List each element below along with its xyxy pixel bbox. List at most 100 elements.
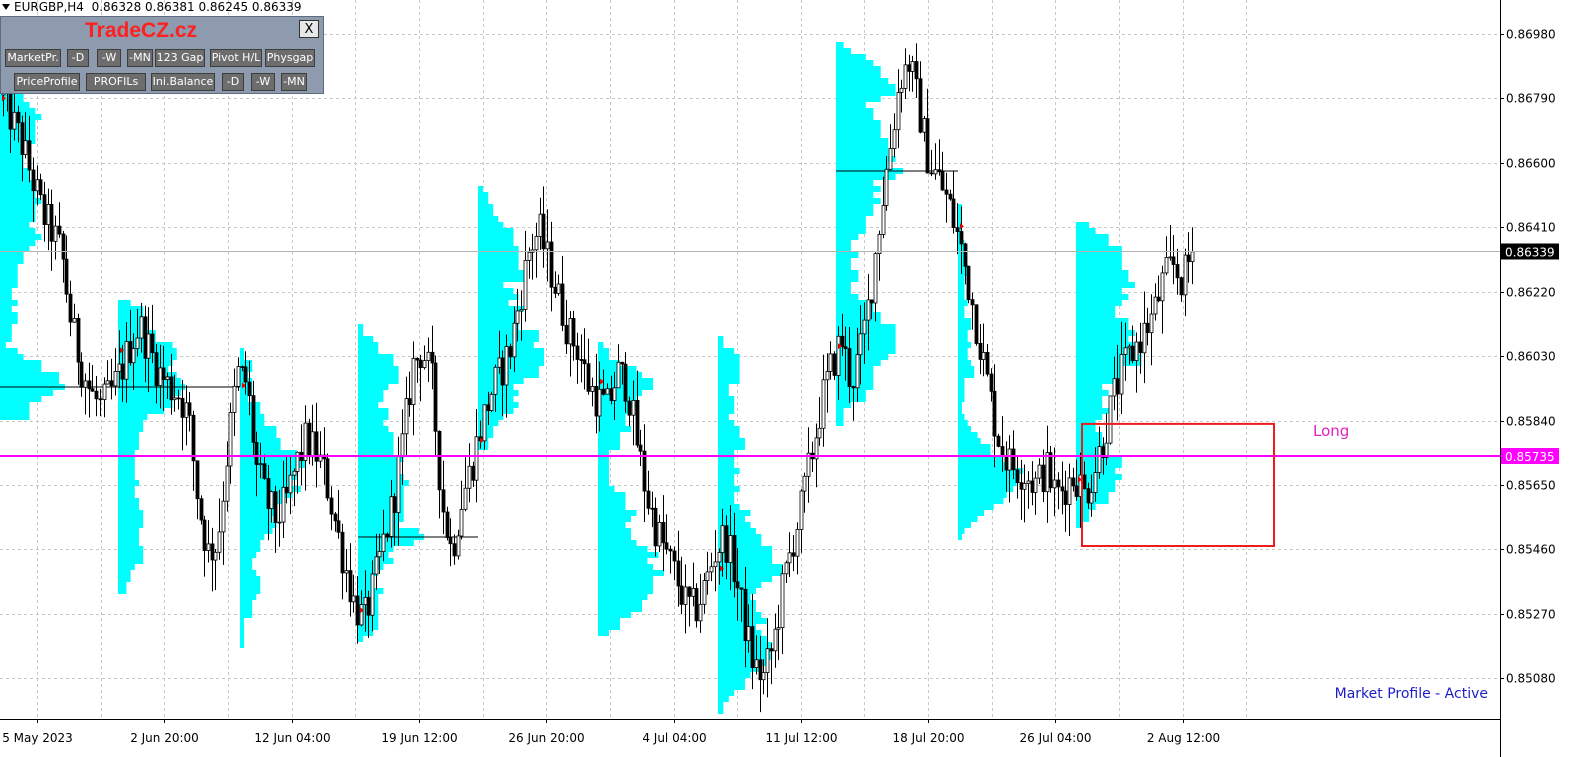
- profile-bar: [598, 564, 653, 570]
- candle-body: [761, 672, 766, 681]
- candle-body: [38, 179, 43, 196]
- candle-body: [295, 451, 300, 472]
- candle-body: [560, 283, 565, 326]
- profile-bar: [718, 438, 745, 444]
- ib-daily-button[interactable]: -D: [222, 73, 244, 91]
- profile-bar: [836, 126, 881, 132]
- physgap-button[interactable]: Physgap: [265, 49, 315, 67]
- profile-bar: [118, 396, 173, 402]
- candle-body: [172, 397, 177, 401]
- candle-body: [307, 422, 312, 458]
- profile-bar: [0, 366, 42, 372]
- profile-bar: [1076, 330, 1135, 336]
- candle-body: [102, 383, 107, 401]
- candle-body: [415, 357, 420, 361]
- profile-bar: [240, 528, 273, 534]
- profile-bar: [1076, 324, 1129, 330]
- profile-bar: [118, 522, 144, 528]
- profile-bar: [718, 342, 724, 348]
- profile-bar: [836, 264, 851, 270]
- daily-button[interactable]: -D: [67, 49, 89, 67]
- profile-bar: [1076, 396, 1103, 402]
- profile-bar: [478, 258, 519, 264]
- pivot-hl-button[interactable]: Pivot H/L: [210, 49, 262, 67]
- profile-bar: [478, 246, 519, 252]
- candle-body: [42, 194, 47, 225]
- gap-123-button[interactable]: 123 Gap: [155, 49, 205, 67]
- profile-bar: [718, 546, 773, 552]
- candle-body: [411, 357, 416, 405]
- profile-bar: [958, 420, 968, 426]
- profile-bar: [0, 276, 18, 282]
- candle-body: [586, 363, 591, 392]
- profile-bar: [118, 306, 144, 312]
- profile-bar: [358, 372, 399, 378]
- profile-bar: [0, 216, 36, 222]
- profils-button[interactable]: PROFILs: [86, 73, 146, 91]
- profile-bar: [240, 576, 261, 582]
- profile-bar: [240, 636, 245, 642]
- candle-body: [433, 362, 438, 432]
- candle-body: [579, 359, 584, 361]
- close-button[interactable]: X: [299, 20, 319, 38]
- candle-body: [497, 357, 502, 368]
- candle-body: [359, 604, 364, 626]
- candle-body: [918, 78, 923, 133]
- candle-body: [314, 431, 319, 462]
- candle-body: [489, 393, 494, 411]
- profile-bar: [836, 96, 881, 102]
- profile-bar: [836, 162, 889, 168]
- candle-body: [180, 397, 185, 418]
- candle-body: [392, 496, 397, 513]
- candle-body: [732, 535, 737, 583]
- candle-body: [541, 213, 546, 250]
- profile-bar: [958, 366, 975, 372]
- profile-bar: [240, 402, 261, 408]
- profile-bar: [718, 606, 756, 612]
- profile-bar: [240, 600, 253, 606]
- profile-bar: [478, 294, 519, 300]
- profile-bar: [0, 192, 36, 198]
- profile-bar: [718, 444, 745, 450]
- candle-body: [225, 465, 230, 502]
- profile-bar: [836, 186, 881, 192]
- profile-bar: [836, 180, 874, 186]
- candle-body: [195, 460, 200, 500]
- profile-bar: [958, 354, 968, 360]
- candle-body: [500, 357, 505, 386]
- profile-bar: [598, 348, 609, 354]
- candle-body: [888, 148, 893, 170]
- profile-bar: [718, 636, 767, 642]
- profile-bar: [836, 228, 866, 234]
- candle-body: [661, 522, 666, 544]
- profile-bar: [478, 324, 519, 330]
- profile-bar: [1076, 408, 1109, 414]
- monthly-button[interactable]: -MN: [127, 49, 153, 67]
- candle-body: [445, 511, 450, 539]
- candle-body: [717, 552, 722, 563]
- profile-bar: [718, 450, 735, 456]
- profile-bar: [0, 138, 36, 144]
- ib-weekly-button[interactable]: -W: [251, 73, 275, 91]
- profile-bar: [358, 522, 399, 528]
- chevron-down-icon[interactable]: [2, 4, 10, 10]
- candle-body: [422, 360, 427, 369]
- x-tick-label: 18 Jul 20:00: [893, 731, 965, 745]
- ib-monthly-button[interactable]: -MN: [281, 73, 307, 91]
- profile-bar: [1076, 438, 1103, 444]
- market-profile-button[interactable]: MarketPr.: [5, 49, 61, 67]
- initial-balance-button[interactable]: Ini.Balance: [151, 73, 215, 91]
- profile-bar: [958, 282, 965, 288]
- candle-body: [303, 422, 308, 461]
- candle-body: [724, 525, 729, 563]
- profile-bar: [718, 564, 783, 570]
- profile-bar: [718, 600, 756, 606]
- weekly-button[interactable]: -W: [97, 49, 121, 67]
- candle-body: [277, 521, 282, 524]
- price-profile-button[interactable]: PriceProfile: [14, 73, 80, 91]
- candle-body: [556, 283, 561, 294]
- profile-bar: [718, 582, 762, 588]
- profile-bar: [1076, 444, 1109, 450]
- candle-body: [463, 487, 468, 510]
